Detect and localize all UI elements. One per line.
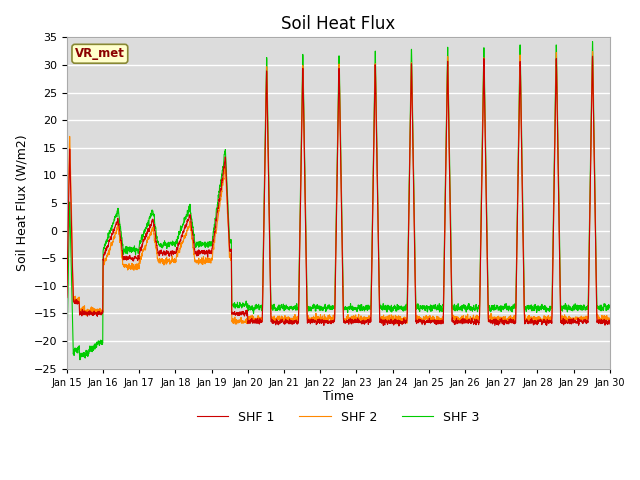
Line: SHF 2: SHF 2 (67, 51, 610, 324)
Y-axis label: Soil Heat Flux (W/m2): Soil Heat Flux (W/m2) (15, 134, 28, 271)
SHF 3 (76, 357, 84, 362)
SHF 3 (605, 304, 613, 310)
SHF 3 (318, 307, 326, 313)
SHF 3 (606, 305, 614, 311)
SHF 3 (491, 303, 499, 309)
SHF 2 (605, 318, 613, 324)
SHF 2 (161, 259, 168, 265)
SHF 3 (589, 38, 596, 44)
SHF 3 (63, 350, 70, 356)
SHF 2 (460, 319, 468, 325)
SHF 1 (395, 323, 403, 329)
SHF 2 (393, 321, 401, 327)
SHF 1 (605, 318, 613, 324)
Text: VR_met: VR_met (75, 47, 125, 60)
SHF 1 (318, 318, 326, 324)
SHF 3 (430, 304, 438, 310)
SHF 2 (589, 48, 596, 54)
SHF 1 (63, 295, 70, 300)
Line: SHF 1: SHF 1 (67, 56, 610, 326)
SHF 2 (318, 317, 326, 323)
SHF 1 (606, 321, 614, 327)
SHF 3 (161, 239, 168, 245)
X-axis label: Time: Time (323, 390, 354, 403)
SHF 3 (460, 302, 468, 308)
SHF 2 (606, 315, 614, 321)
Legend: SHF 1, SHF 2, SHF 3: SHF 1, SHF 2, SHF 3 (192, 406, 484, 429)
Title: Soil Heat Flux: Soil Heat Flux (281, 15, 396, 33)
SHF 1 (491, 320, 499, 326)
SHF 2 (430, 315, 438, 321)
SHF 2 (63, 281, 70, 287)
SHF 1 (430, 319, 438, 324)
SHF 1 (460, 321, 468, 326)
SHF 2 (491, 314, 499, 320)
Line: SHF 3: SHF 3 (67, 41, 610, 360)
SHF 1 (161, 250, 168, 255)
SHF 1 (589, 53, 596, 59)
